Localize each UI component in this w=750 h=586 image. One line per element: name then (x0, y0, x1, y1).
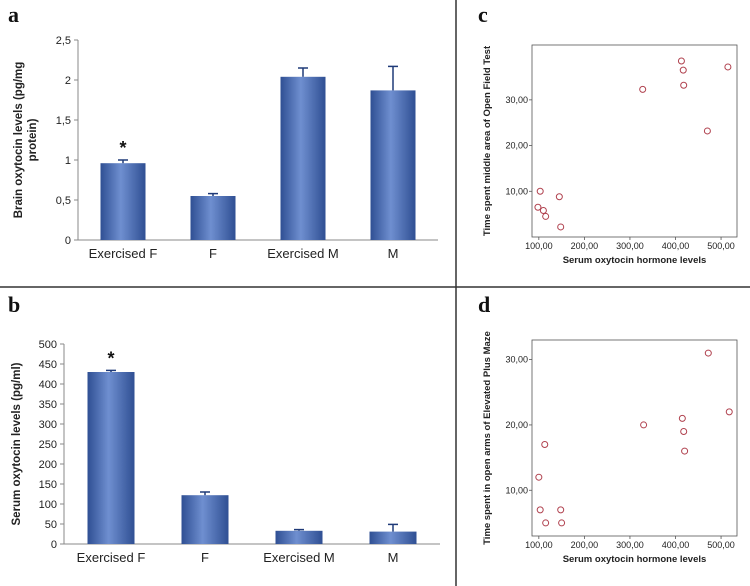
data-point (536, 506, 544, 514)
data-point (704, 349, 712, 357)
data-point (557, 506, 565, 514)
y-tick-label: 2,5 (56, 35, 71, 47)
data-point (541, 441, 549, 449)
data-point (558, 519, 566, 527)
elevated-plus-maze-scatter-plot: 10,00 20,00 30,00 100,00 200,00 300,00 400,00 5… (482, 331, 738, 565)
x-tick-label: 400,00 (662, 241, 690, 251)
y-tick-label: 100 (39, 499, 57, 511)
panel-label-c: c (478, 2, 488, 27)
data-point (677, 57, 685, 65)
data-point (535, 473, 543, 481)
y-axis-label: Time spent in open arms of Elevated Plus… (482, 331, 493, 545)
open-field-scatter-plot: 10,00 20,00 30,00 100,00 200,00 300,00 400,00 5… (482, 44, 738, 266)
x-tick-label: 300,00 (616, 241, 644, 251)
y-tick-label: 400 (39, 379, 57, 391)
y-tick-label: 1,5 (56, 115, 71, 127)
bar (370, 90, 416, 241)
category-label: Exercised M (267, 246, 339, 261)
y-tick-label: 50 (45, 519, 57, 531)
data-point (703, 127, 711, 135)
y-tick-label: 200 (39, 459, 57, 471)
plot-frame (531, 44, 738, 238)
data-point (724, 63, 732, 71)
y-tick-label: 30,00 (505, 355, 528, 365)
category-label: F (209, 246, 217, 261)
bar (369, 531, 417, 544)
y-tick-label: 2 (65, 75, 71, 87)
data-point (534, 203, 542, 211)
panel-label-b: b (8, 292, 20, 317)
serum-oxytocin-bar-chart: 0 50 100 150 200 250 300 350 400 450 500 Serum oxyt… (11, 339, 440, 565)
plot-frame (531, 339, 738, 537)
category-label: F (201, 550, 209, 565)
y-tick-label: 1 (65, 155, 71, 167)
data-point (539, 206, 547, 214)
bar (100, 163, 146, 240)
x-tick-label: 100,00 (525, 241, 553, 251)
x-tick-label: 300,00 (616, 540, 644, 550)
data-point (640, 421, 648, 429)
category-label: M (388, 550, 399, 565)
brain-oxytocin-bar-chart: 0 0,5 1 1,5 2 2,5 Brain oxytocin levels (pg/mg… (13, 35, 438, 261)
data-point (678, 414, 686, 422)
y-tick-label: 300 (39, 419, 57, 431)
panel-label-d: d (478, 292, 490, 317)
y-axis-label: Serum oxytocin levels (pg/ml) (11, 362, 23, 525)
y-tick-label: 20,00 (505, 420, 528, 430)
data-point (639, 85, 647, 93)
y-tick-label: 20,00 (505, 141, 528, 151)
bar (181, 495, 229, 544)
x-tick-label: 100,00 (525, 540, 553, 550)
significance-marker: * (107, 348, 114, 368)
category-label: Exercised F (89, 246, 158, 261)
y-tick-label: 10,00 (505, 485, 528, 495)
data-point (679, 66, 687, 74)
significance-marker: * (119, 138, 126, 158)
data-point (536, 187, 544, 195)
bar (190, 196, 236, 240)
y-axis-label: protein) (27, 118, 39, 161)
bar (280, 76, 326, 240)
data-point (557, 223, 565, 231)
x-tick-label: 200,00 (571, 540, 599, 550)
y-tick-label: 0,5 (56, 195, 71, 207)
y-tick-label: 450 (39, 359, 57, 371)
data-point (681, 447, 689, 455)
data-point (725, 408, 733, 416)
y-axis-label: Brain oxytocin levels (pg/mg (13, 62, 25, 219)
x-tick-label: 200,00 (571, 241, 599, 251)
x-tick-label: 400,00 (662, 540, 690, 550)
y-tick-label: 250 (39, 439, 57, 451)
data-point (680, 427, 688, 435)
category-label: M (388, 246, 399, 261)
y-tick-label: 0 (65, 235, 71, 247)
x-tick-label: 500,00 (707, 241, 735, 251)
bar (275, 530, 323, 544)
x-axis-label: Serum oxytocin hormone levels (563, 554, 707, 565)
x-tick-label: 500,00 (707, 540, 735, 550)
y-tick-label: 30,00 (505, 95, 528, 105)
y-tick-label: 150 (39, 479, 57, 491)
panel-label-a: a (8, 2, 19, 27)
y-tick-label: 0 (51, 539, 57, 551)
x-axis-label: Serum oxytocin hormone levels (563, 255, 707, 266)
y-tick-label: 350 (39, 399, 57, 411)
y-tick-label: 10,00 (505, 186, 528, 196)
data-point (680, 81, 688, 89)
category-label: Exercised F (77, 550, 146, 565)
data-point (542, 212, 550, 220)
bar (87, 372, 135, 544)
y-axis-label: Time spent middle area of Open Field Tes… (482, 45, 493, 236)
data-point (555, 193, 563, 201)
data-point (542, 519, 550, 527)
category-label: Exercised M (263, 550, 335, 565)
y-tick-label: 500 (39, 339, 57, 351)
